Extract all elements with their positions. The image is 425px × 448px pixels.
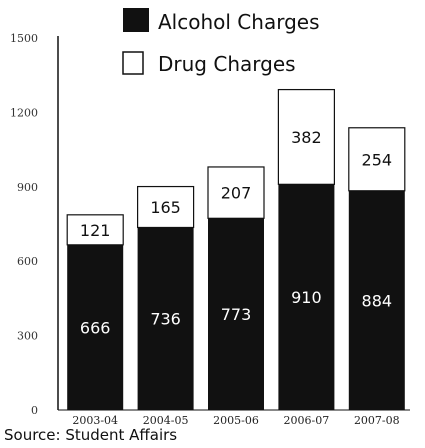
y-tick-label: 0: [31, 404, 38, 417]
y-tick-label: 1200: [10, 106, 38, 119]
data-label-drug: 254: [362, 150, 393, 169]
bar-drug: [137, 185, 195, 229]
source-note: Source: Student Affairs: [4, 426, 178, 444]
bars: 666 121 2003-04 736 165 2004-05 773 207 2005-06 9…: [66, 88, 406, 427]
data-label-drug: 165: [150, 198, 181, 217]
y-tick-label: 900: [17, 181, 38, 194]
x-tick-label: 2007-08: [354, 414, 400, 427]
x-tick-label: 2005-06: [213, 414, 259, 427]
bar-alcohol: [137, 227, 194, 410]
y-tick-label: 600: [17, 255, 38, 268]
legend-label-drug: Drug Charges: [158, 52, 296, 76]
data-label-alcohol: 773: [221, 305, 252, 324]
data-label-drug: 207: [221, 184, 252, 203]
y-tick-label: 1500: [10, 32, 38, 45]
legend: Alcohol Charges Drug Charges: [122, 8, 319, 76]
x-tick-label: 2003-04: [72, 414, 118, 427]
bar-drug: [277, 88, 335, 185]
bar-drug: [207, 166, 265, 219]
data-label-alcohol: 910: [291, 288, 322, 307]
x-tick-label: 2004-05: [143, 414, 189, 427]
data-label-alcohol: 736: [150, 310, 181, 329]
data-label-drug: 121: [80, 221, 111, 240]
y-tick-label: 300: [17, 330, 38, 343]
legend-swatch-drug: [122, 51, 144, 75]
bar-alcohol: [278, 184, 335, 410]
data-label-alcohol: 666: [80, 318, 111, 337]
bar-drug: [66, 214, 124, 246]
bar-alcohol: [67, 244, 124, 410]
bar-alcohol: [208, 218, 264, 410]
bar-alcohol: [348, 190, 405, 410]
legend-swatch-alcohol: [123, 8, 149, 32]
data-label-drug: 382: [291, 128, 322, 147]
data-label-alcohol: 884: [362, 291, 393, 310]
legend-label-alcohol: Alcohol Charges: [158, 10, 319, 34]
bar-drug: [348, 127, 406, 192]
x-tick-label: 2006-07: [284, 414, 330, 427]
